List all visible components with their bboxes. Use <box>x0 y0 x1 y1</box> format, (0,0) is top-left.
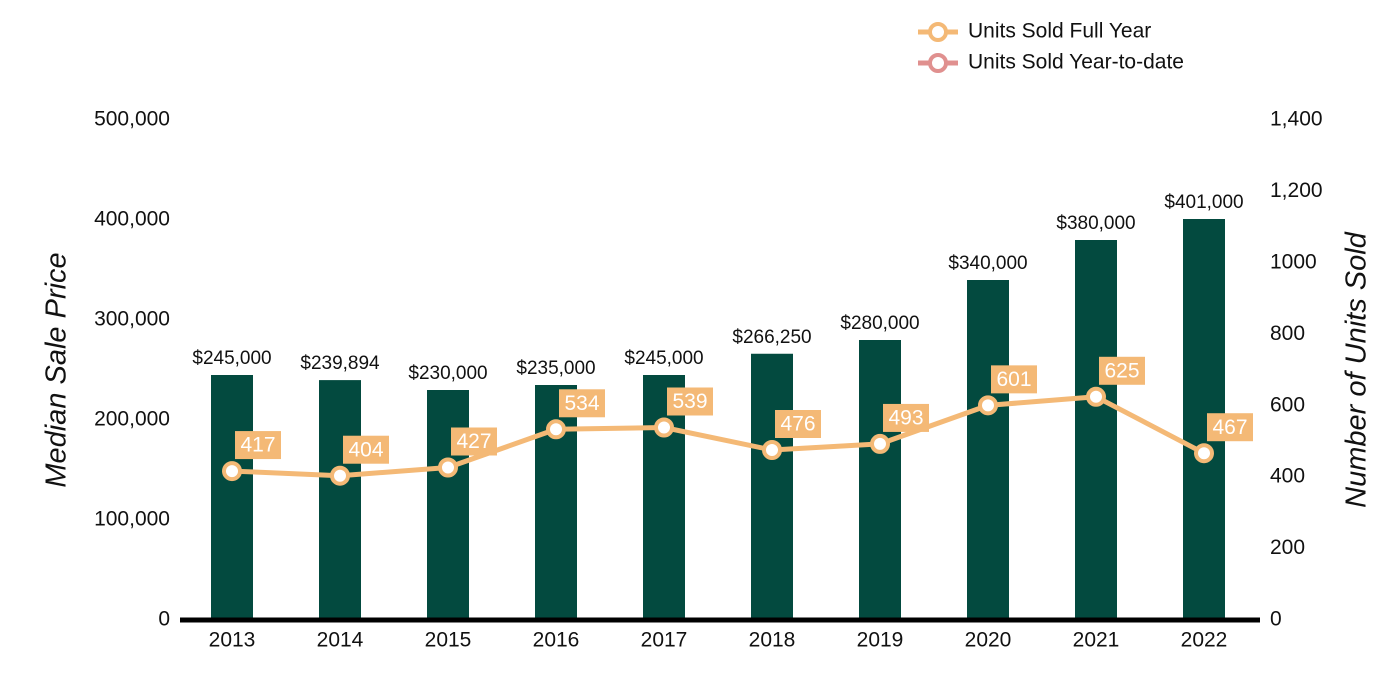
y2-tick-label: 800 <box>1270 322 1305 345</box>
data-label: 601 <box>996 368 1031 391</box>
bar-value-label: $239,894 <box>300 353 380 374</box>
bar <box>859 340 901 620</box>
data-label-box <box>235 431 281 460</box>
data-label: 404 <box>348 438 383 461</box>
data-label: 493 <box>888 406 923 429</box>
line-marker <box>762 440 782 460</box>
line-marker <box>222 461 242 482</box>
y-tick-label: 200,000 <box>94 408 170 431</box>
line-marker <box>1086 386 1106 407</box>
data-label-box <box>559 389 605 418</box>
bar <box>427 390 469 620</box>
line <box>231 394 1206 479</box>
data-label: 625 <box>1104 359 1139 382</box>
y-tick-label: 0 <box>158 608 170 631</box>
legend-label: Units Sold Year-to-date <box>968 51 1184 74</box>
line-marker <box>978 395 998 416</box>
data-label: 476 <box>780 413 815 436</box>
y-tick-label: 100,000 <box>94 508 170 531</box>
data-label-box <box>1207 413 1253 442</box>
data-label-box <box>1099 356 1145 385</box>
y2-tick-label: 600 <box>1270 393 1305 416</box>
bar-value-label: $230,000 <box>408 363 487 384</box>
bar-value-label: $280,000 <box>840 313 919 334</box>
legend-marker <box>928 22 948 42</box>
data-label: 467 <box>1212 416 1247 439</box>
data-label-box <box>343 435 389 464</box>
bar-value-label: $340,000 <box>948 253 1027 274</box>
bar-value-label: $245,000 <box>192 348 271 369</box>
y2-tick-label: 1,400 <box>1270 108 1323 131</box>
x-tick-label: 2014 <box>317 629 364 652</box>
data-label-box <box>991 365 1037 394</box>
bar <box>211 375 253 620</box>
y2-tick-label: 400 <box>1270 465 1305 488</box>
bar <box>751 353 793 620</box>
y2-tick-label: 0 <box>1270 608 1282 631</box>
data-label-box <box>775 410 821 438</box>
line-marker <box>1194 443 1214 464</box>
x-tick-label: 2022 <box>1181 629 1228 652</box>
bar-value-label: $266,250 <box>732 327 811 348</box>
data-label-box <box>451 427 497 456</box>
bar <box>967 280 1009 620</box>
y-tick-label: 500,000 <box>94 108 170 131</box>
y2-tick-label: 1000 <box>1270 250 1317 273</box>
data-label-box <box>667 387 713 416</box>
data-label: 534 <box>564 392 599 415</box>
line-marker <box>438 457 458 478</box>
x-tick-label: 2018 <box>749 629 796 652</box>
legend-marker <box>928 53 948 73</box>
y2-tick-label: 200 <box>1270 536 1305 559</box>
bar <box>643 375 685 620</box>
x-tick-label: 2013 <box>209 629 256 652</box>
data-label: 539 <box>672 390 707 413</box>
data-label-box <box>883 403 929 432</box>
bar-value-label: $380,000 <box>1056 213 1135 234</box>
y-axis-label: Median Sale Price <box>41 252 73 487</box>
bar-value-label: $235,000 <box>516 358 595 379</box>
y-tick-label: 400,000 <box>94 208 170 231</box>
x-tick-label: 2021 <box>1073 629 1120 652</box>
y2-tick-label: 1,200 <box>1270 179 1323 202</box>
bar-value-label: $401,000 <box>1164 192 1243 213</box>
x-tick-label: 2019 <box>857 629 904 652</box>
x-tick-label: 2015 <box>425 629 472 652</box>
line-marker <box>330 465 350 486</box>
y-tick-label: 300,000 <box>94 308 170 331</box>
bar <box>319 380 361 620</box>
bar-value-label: $245,000 <box>624 348 703 369</box>
line-marker <box>870 433 890 454</box>
data-label: 427 <box>456 430 491 453</box>
bar <box>1075 240 1117 620</box>
x-tick-label: 2016 <box>533 629 580 652</box>
legend-label: Units Sold Full Year <box>968 20 1151 43</box>
x-tick-label: 2020 <box>965 629 1012 652</box>
line-marker <box>654 417 674 438</box>
line-marker <box>546 419 566 440</box>
y2-axis-label: Number of Units Sold <box>1341 231 1373 507</box>
data-label: 417 <box>240 434 275 457</box>
x-tick-label: 2017 <box>641 629 688 652</box>
